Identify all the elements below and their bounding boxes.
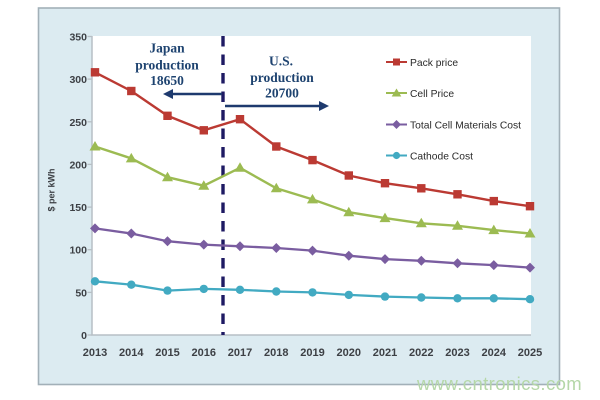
svg-text:production: production bbox=[135, 58, 199, 73]
svg-text:2021: 2021 bbox=[373, 347, 397, 359]
svg-text:350: 350 bbox=[69, 32, 87, 44]
svg-text:300: 300 bbox=[69, 74, 87, 86]
svg-text:0: 0 bbox=[81, 330, 87, 342]
svg-text:U.S.: U.S. bbox=[269, 54, 293, 69]
svg-text:2014: 2014 bbox=[119, 347, 144, 359]
svg-text:200: 200 bbox=[69, 159, 87, 171]
svg-text:Total Cell Materials Cost: Total Cell Materials Cost bbox=[410, 121, 521, 132]
svg-text:2019: 2019 bbox=[300, 347, 324, 359]
svg-text:Pack price: Pack price bbox=[410, 58, 458, 69]
svg-text:Cathode Cost: Cathode Cost bbox=[410, 152, 473, 163]
svg-text:50: 50 bbox=[75, 287, 87, 299]
svg-text:2022: 2022 bbox=[409, 347, 433, 359]
svg-text:production: production bbox=[250, 70, 314, 85]
svg-text:Cell Price: Cell Price bbox=[410, 89, 454, 100]
svg-text:250: 250 bbox=[69, 117, 87, 129]
svg-text:150: 150 bbox=[69, 202, 87, 214]
svg-text:100: 100 bbox=[69, 245, 87, 257]
svg-text:2020: 2020 bbox=[337, 347, 361, 359]
svg-text:2016: 2016 bbox=[192, 347, 216, 359]
svg-text:2015: 2015 bbox=[155, 347, 179, 359]
svg-text:Japan: Japan bbox=[149, 41, 185, 56]
svg-text:20700: 20700 bbox=[265, 86, 299, 101]
svg-text:2023: 2023 bbox=[445, 347, 469, 359]
svg-text:18650: 18650 bbox=[150, 73, 184, 88]
svg-text:2024: 2024 bbox=[482, 347, 507, 359]
svg-text:www.cntronics.com: www.cntronics.com bbox=[416, 373, 582, 394]
svg-text:2025: 2025 bbox=[518, 347, 542, 359]
svg-text:2013: 2013 bbox=[83, 347, 107, 359]
svg-text:2017: 2017 bbox=[228, 347, 252, 359]
svg-text:$ per kWh: $ per kWh bbox=[47, 168, 57, 211]
svg-text:2018: 2018 bbox=[264, 347, 288, 359]
